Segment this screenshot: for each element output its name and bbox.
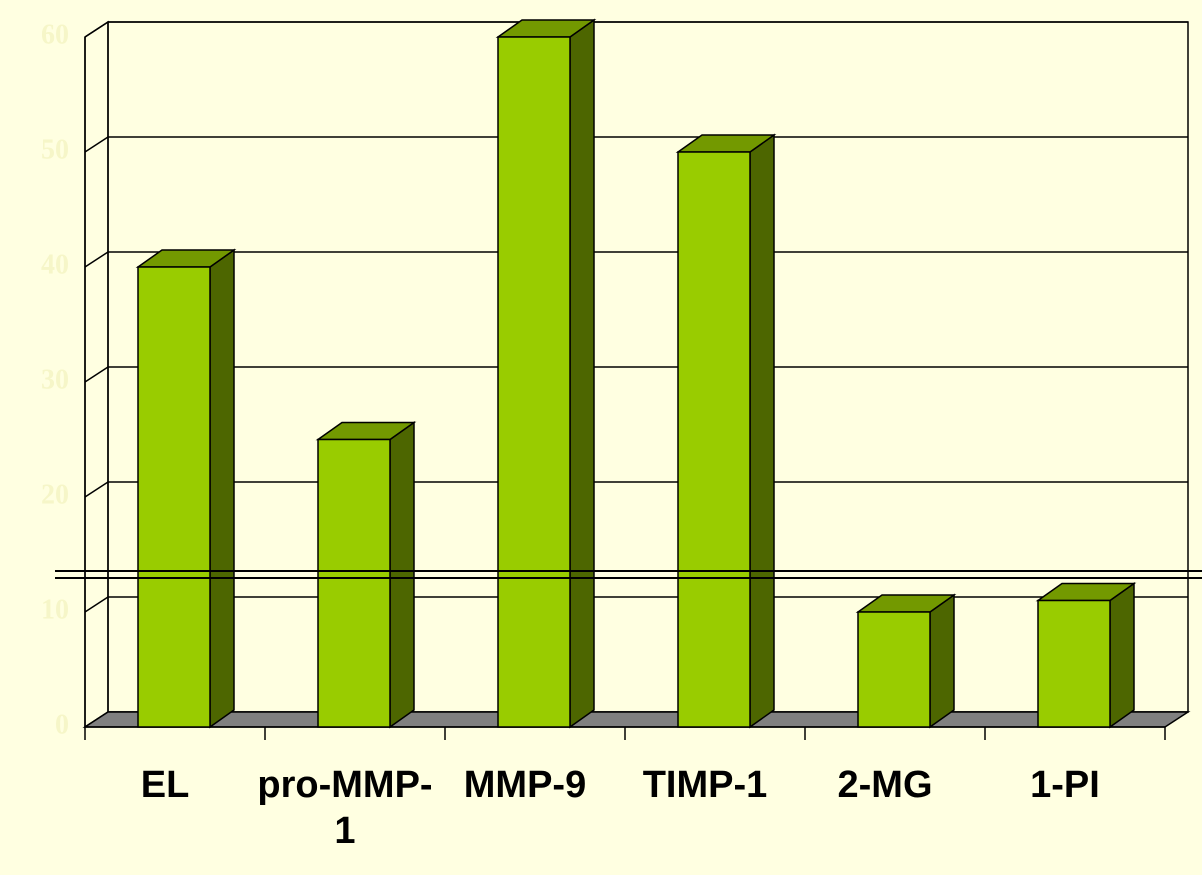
y-tick-label: 0 bbox=[55, 709, 69, 740]
grid-line bbox=[84, 481, 109, 498]
floor bbox=[82, 711, 1191, 728]
bar bbox=[1035, 582, 1137, 729]
bar-side bbox=[389, 421, 415, 729]
bar-front bbox=[677, 151, 751, 728]
bar bbox=[675, 133, 777, 729]
x-tick-label: pro-MMP-1 bbox=[257, 764, 433, 852]
y-tick-label: 20 bbox=[41, 479, 69, 510]
y-tick-label: 60 bbox=[41, 19, 69, 50]
bar-side bbox=[569, 18, 595, 729]
bar bbox=[495, 18, 597, 729]
bar bbox=[855, 593, 957, 729]
bar-side bbox=[929, 593, 955, 729]
y-tick-label: 30 bbox=[41, 364, 69, 395]
bar-front bbox=[1037, 599, 1111, 728]
x-tick-label: 2-MG bbox=[837, 764, 933, 806]
grid-line bbox=[84, 596, 109, 613]
bar bbox=[315, 421, 417, 729]
y-tick-label: 10 bbox=[41, 594, 69, 625]
x-tick-label: TIMP-1 bbox=[642, 764, 768, 806]
grid-line bbox=[84, 21, 109, 38]
y-tick-label: 40 bbox=[41, 249, 69, 280]
bar-side bbox=[1109, 582, 1135, 729]
grid-line bbox=[84, 136, 109, 153]
grid-line bbox=[84, 366, 109, 383]
grid-line bbox=[84, 251, 109, 268]
x-tick-label: MMP-9 bbox=[463, 764, 587, 806]
bar-side bbox=[749, 133, 775, 729]
bar-front bbox=[497, 36, 571, 728]
bar-front bbox=[137, 266, 211, 728]
x-tick-label: 1-PI bbox=[1030, 764, 1100, 806]
y-tick-label: 50 bbox=[41, 134, 69, 165]
bar-side bbox=[209, 248, 235, 729]
bar-front bbox=[317, 438, 391, 728]
bar bbox=[135, 248, 237, 729]
bar-front bbox=[857, 611, 931, 728]
x-tick-label: EL bbox=[140, 764, 190, 806]
